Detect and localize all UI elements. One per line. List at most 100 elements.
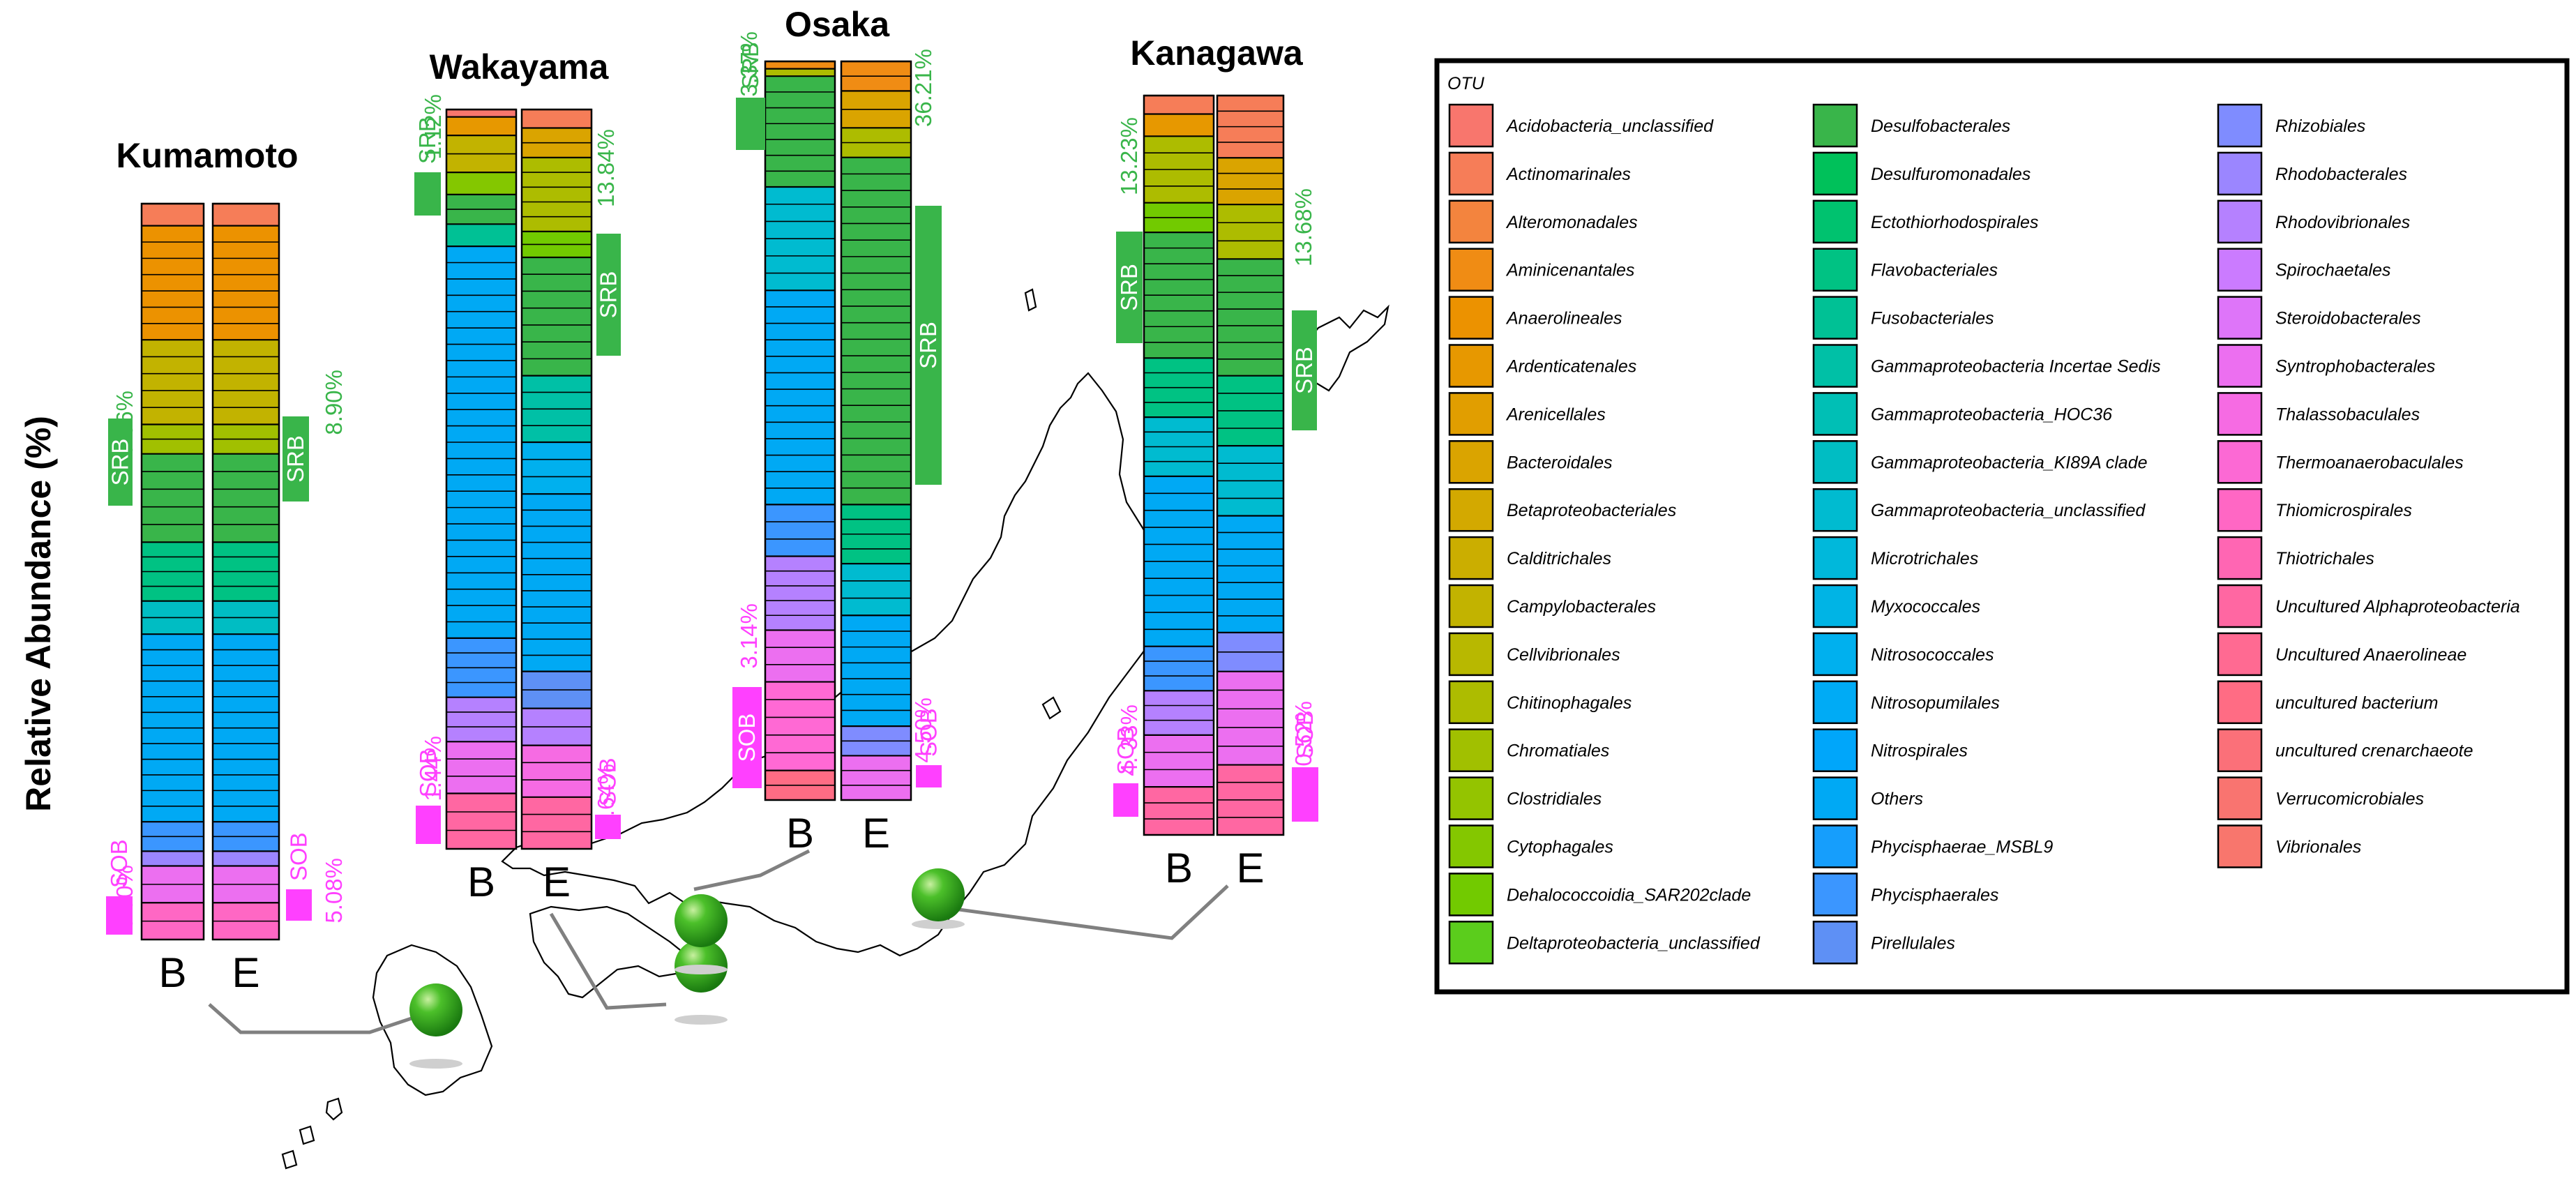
- legend-entry: Myxococcales: [1812, 584, 1980, 628]
- legend-swatch: [1812, 296, 1858, 340]
- legend-label: Others: [1871, 790, 1923, 809]
- legend-label: Aminicenantales: [1505, 261, 1634, 280]
- stacked-bar-e: [840, 60, 912, 801]
- stacked-bar-b: [764, 60, 836, 801]
- group-box: [1116, 232, 1143, 343]
- legend: OTU Acidobacteria_unclassified Actinomari…: [1434, 58, 2570, 995]
- legend-swatch: [2217, 199, 2263, 244]
- legend-entry: Fusobacteriales: [1812, 296, 1994, 340]
- srb-annotation: 9.86%SRB: [107, 391, 137, 506]
- legend-label: Alteromonadales: [1505, 213, 1638, 232]
- percent-label: 13.68%: [1290, 188, 1316, 266]
- legend-entry: Desulfuromonadales: [1812, 151, 2031, 196]
- island-outline: [1041, 696, 1062, 720]
- percent-label: 4. 33%: [1116, 704, 1142, 776]
- legend-label: Thalassobaculales: [2275, 405, 2420, 424]
- srb-annotation: 13.84% SRB: [593, 129, 622, 356]
- column-label: E: [232, 949, 259, 996]
- legend-swatch: [1812, 632, 1858, 677]
- percent-label: 10.52%: [1290, 701, 1316, 779]
- legend-entry: Arenicellales: [1448, 392, 1606, 436]
- group-box: [1292, 767, 1318, 822]
- srb-annotation: 13.68% SRB: [1290, 188, 1317, 430]
- legend-swatch: [1448, 632, 1494, 677]
- legend-entry: Gammaproteobacteria_KI89A clade: [1812, 440, 2148, 484]
- legend-label: Myxococcales: [1871, 597, 1980, 617]
- legend-frame: [1434, 58, 2570, 995]
- kyushu-outline: [372, 944, 493, 1096]
- percent-label: 4.50%: [910, 697, 936, 763]
- island-outline: [1024, 288, 1037, 312]
- bar-segment: [765, 290, 835, 505]
- legend-label: Arenicellales: [1505, 405, 1606, 424]
- bar-segment: [522, 797, 592, 849]
- bar-segment: [841, 157, 911, 505]
- bar-segment: [765, 76, 835, 188]
- bar-segment: [522, 745, 592, 797]
- group-box: [1292, 310, 1317, 430]
- group-box: [283, 416, 309, 502]
- group-box: [915, 206, 942, 485]
- bar-segment: [841, 755, 911, 800]
- site-kumamoto: Kumamoto BE 9.86%SRB 8.90% SRB 6.90%SOB 5.08% S…: [106, 136, 347, 996]
- stacked-bar-b: [1143, 94, 1215, 836]
- sob-annotation: 3.14% SOB: [732, 603, 762, 788]
- legend-swatch: [1448, 440, 1494, 484]
- legend-swatch: [1812, 584, 1858, 628]
- island-outline: [299, 1125, 315, 1145]
- legend-swatch: [1812, 488, 1858, 532]
- legend-swatch: [2217, 103, 2263, 148]
- legend-label: Cytophagales: [1507, 838, 1613, 857]
- bar-segment: [522, 494, 592, 672]
- legend-swatch: [1812, 151, 1858, 196]
- legend-swatch: [1812, 776, 1858, 820]
- bar-segment: [765, 61, 835, 69]
- connector-line: [937, 884, 1229, 940]
- group-label: SRB: [107, 439, 133, 486]
- percent-label: 13.23%: [1116, 117, 1142, 195]
- bar-outline: [840, 60, 912, 801]
- legend-swatch: [1448, 488, 1494, 532]
- group-box: [108, 418, 133, 506]
- bar-segment: [142, 340, 204, 425]
- stacked-bar-e: [520, 108, 593, 850]
- legend-entry: uncultured bacterium: [2217, 680, 2438, 725]
- legend-label: Chromatiales: [1507, 741, 1609, 761]
- bar-outline: [764, 60, 836, 801]
- legend-label: Gammaproteobacteria Incertae Sedis: [1871, 357, 2161, 377]
- legend-swatch: [1448, 151, 1494, 196]
- bar-segment: [522, 442, 592, 495]
- legend-entry: Calditrichales: [1448, 536, 1611, 580]
- legend-entry: uncultured crenarchaeote: [2217, 728, 2473, 772]
- legend-swatch: [2217, 248, 2263, 292]
- legend-entry: Campylobacterales: [1448, 584, 1656, 628]
- bar-segment: [142, 204, 204, 226]
- legend-swatch: [1448, 776, 1494, 820]
- bar-segment: [522, 110, 592, 128]
- legend-swatch: [2217, 536, 2263, 580]
- legend-label: Thiomicrospirales: [2275, 501, 2412, 520]
- legend-entry: Uncultured Anaerolineae: [2217, 632, 2466, 677]
- percent-label: 5.08%: [321, 858, 347, 923]
- legend-label: Rhizobiales: [2275, 116, 2365, 136]
- group-label: SOB: [595, 757, 621, 806]
- bar-segment: [446, 116, 516, 136]
- legend-entry: Anaerolineales: [1448, 296, 1622, 340]
- legend-label: Gammaproteobacteria_HOC36: [1871, 405, 2112, 424]
- legend-entry: Desulfobacterales: [1812, 103, 2010, 148]
- site-title: Osaka: [785, 5, 890, 44]
- bar-segment: [522, 257, 592, 376]
- srb-annotation: 13.23% SRB: [1116, 117, 1143, 343]
- legend-label: Acidobacteria_unclassified: [1505, 116, 1714, 136]
- bar-segment: [765, 556, 835, 631]
- legend-entry: Actinomarinales: [1448, 151, 1631, 196]
- sob-annotation: 4. 33%SOB: [1113, 704, 1142, 817]
- percent-label: 13.84%: [593, 129, 619, 207]
- percent-label: 36.21%: [910, 49, 936, 127]
- bar-segment: [213, 340, 279, 425]
- bar-segment: [1144, 734, 1214, 787]
- legend-entry: Ectothiorhodospirales: [1812, 199, 2038, 244]
- group-label: SOB: [1113, 726, 1138, 775]
- legend-entry: Nitrospirales: [1812, 728, 1968, 772]
